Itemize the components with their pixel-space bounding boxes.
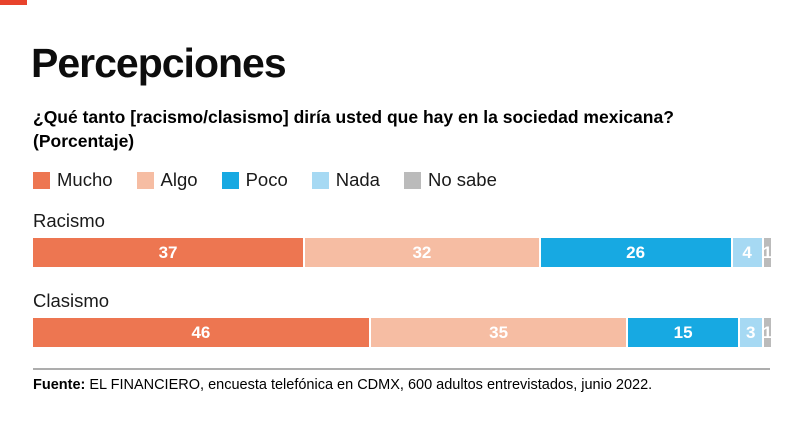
footer-divider (33, 368, 770, 370)
bar-segment-algo: 35 (370, 318, 627, 347)
source-text: EL FINANCIERO, encuesta telefónica en CD… (89, 377, 653, 393)
legend-item-mucho: Mucho (33, 169, 113, 191)
chart-question-line2: (Porcentaje) (33, 131, 135, 152)
value-label: 35 (489, 322, 509, 342)
value-label: 1 (762, 322, 773, 342)
brand-accent-dash (0, 0, 27, 5)
legend-item-nada: Nada (311, 169, 380, 191)
legend-item-no-sabe: No sabe (403, 169, 497, 191)
legend-label: Algo (160, 169, 198, 190)
value-label: 37 (158, 242, 178, 262)
source-label: Fuente: (33, 377, 86, 393)
bar-segment-no-sabe: 1 (762, 238, 773, 267)
source-note: Fuente: EL FINANCIERO, encuesta telefónic… (33, 377, 652, 393)
value-label: 15 (673, 322, 693, 342)
chart-row-clasismo: Clasismo 46 35 15 3 1 (33, 290, 773, 347)
legend-label: No sabe (427, 169, 497, 190)
chart-row-racismo: Racismo 37 32 26 4 1 (33, 210, 773, 267)
stacked-bar-chart: Racismo 37 32 26 4 1 Clasismo 46 35 15 3 1 (33, 210, 773, 347)
value-label: 46 (191, 322, 211, 342)
value-label: 1 (762, 242, 773, 262)
legend-label: Mucho (57, 169, 113, 190)
bar-segment-nada: 4 (732, 238, 762, 267)
value-label: 32 (412, 242, 432, 262)
legend: Mucho Algo Poco Nada No sabe (33, 169, 497, 191)
legend-item-poco: Poco (221, 169, 288, 191)
legend-swatch-algo (136, 171, 154, 189)
category-label: Clasismo (33, 290, 110, 311)
page-title: Percepciones (31, 40, 287, 86)
bar-segment-algo: 32 (305, 238, 539, 267)
bar-segment-no-sabe: 1 (762, 318, 773, 347)
bar-segment-poco: 26 (540, 238, 731, 267)
legend-item-algo: Algo (136, 169, 198, 191)
value-label: 4 (742, 242, 752, 262)
legend-label: Poco (245, 169, 288, 190)
value-label: 26 (626, 242, 646, 262)
chart-question: ¿Qué tanto [racismo/clasismo] diría uste… (33, 105, 674, 153)
category-label: Racismo (33, 210, 105, 231)
bar-segment-mucho: 37 (33, 238, 304, 267)
legend-label: Nada (335, 169, 380, 190)
legend-swatch-poco (221, 171, 239, 189)
legend-swatch-nada (311, 171, 329, 189)
value-label: 3 (746, 322, 756, 342)
bar-segment-mucho: 46 (33, 318, 369, 347)
stacked-bar: 46 35 15 3 1 (33, 318, 773, 347)
bar-segment-nada: 3 (739, 318, 762, 347)
legend-swatch-mucho (33, 171, 50, 189)
chart-question-line1: ¿Qué tanto [racismo/clasismo] diría uste… (33, 107, 674, 127)
legend-swatch-no-sabe (403, 171, 421, 189)
stacked-bar: 37 32 26 4 1 (33, 238, 773, 267)
bar-segment-poco: 15 (628, 318, 738, 347)
